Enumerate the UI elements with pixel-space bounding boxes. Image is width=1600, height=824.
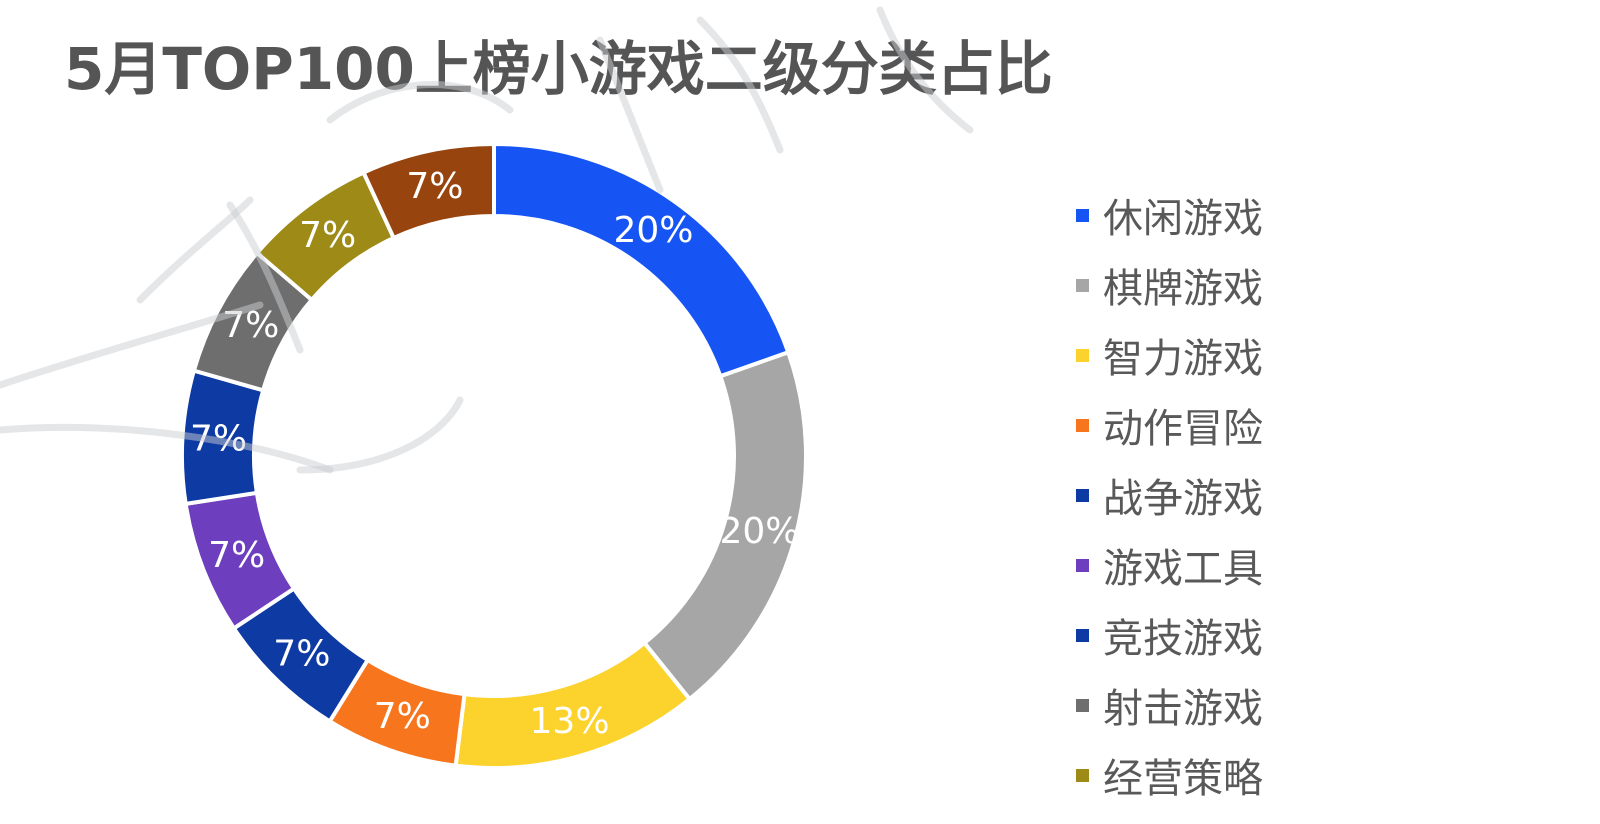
chart-legend: 休闲游戏 棋牌游戏 智力游戏 动作冒险 战争游戏 游戏工具 竞技游戏 射击游戏 … bbox=[1076, 180, 1263, 810]
slice-data-label: 7% bbox=[222, 305, 279, 346]
legend-swatch bbox=[1076, 768, 1089, 782]
slice-data-label: 7% bbox=[374, 696, 431, 737]
slice-data-label: 7% bbox=[208, 535, 265, 576]
slice-data-label: 7% bbox=[273, 634, 330, 675]
slice-data-label: 7% bbox=[190, 419, 247, 460]
slice-data-label: 7% bbox=[406, 166, 463, 207]
legend-item: 游戏工具 bbox=[1076, 530, 1263, 600]
donut-slices bbox=[180, 141, 808, 770]
legend-swatch bbox=[1076, 208, 1089, 222]
legend-swatch bbox=[1076, 488, 1089, 502]
legend-swatch bbox=[1076, 418, 1089, 432]
slice-data-label: 20% bbox=[719, 511, 799, 552]
legend-item: 竞技游戏 bbox=[1076, 600, 1263, 670]
donut-slice bbox=[492, 141, 791, 379]
legend-item: 休闲游戏 bbox=[1076, 180, 1263, 250]
legend-label: 休闲游戏 bbox=[1103, 196, 1263, 242]
legend-label: 射击游戏 bbox=[1103, 686, 1263, 732]
legend-item: 棋牌游戏 bbox=[1076, 250, 1263, 320]
legend-label: 游戏工具 bbox=[1103, 546, 1263, 592]
legend-item: 经营策略 bbox=[1076, 740, 1263, 810]
legend-label: 竞技游戏 bbox=[1103, 616, 1263, 662]
legend-item: 战争游戏 bbox=[1076, 460, 1263, 530]
legend-label: 战争游戏 bbox=[1103, 476, 1263, 522]
legend-label: 智力游戏 bbox=[1103, 336, 1263, 382]
legend-swatch bbox=[1076, 278, 1089, 292]
legend-swatch bbox=[1076, 628, 1089, 642]
donut-slice bbox=[360, 141, 496, 241]
legend-item: 动作冒险 bbox=[1076, 390, 1263, 460]
slice-data-label: 7% bbox=[299, 215, 356, 256]
legend-swatch bbox=[1076, 558, 1089, 572]
legend-swatch bbox=[1076, 698, 1089, 712]
legend-label: 棋牌游戏 bbox=[1103, 266, 1263, 312]
slice-data-label: 20% bbox=[613, 210, 693, 251]
legend-swatch bbox=[1076, 348, 1089, 362]
slice-data-label: 13% bbox=[530, 701, 610, 742]
legend-label: 经营策略 bbox=[1103, 756, 1263, 802]
legend-label: 动作冒险 bbox=[1103, 406, 1263, 452]
legend-item: 智力游戏 bbox=[1076, 320, 1263, 390]
legend-item: 射击游戏 bbox=[1076, 670, 1263, 740]
